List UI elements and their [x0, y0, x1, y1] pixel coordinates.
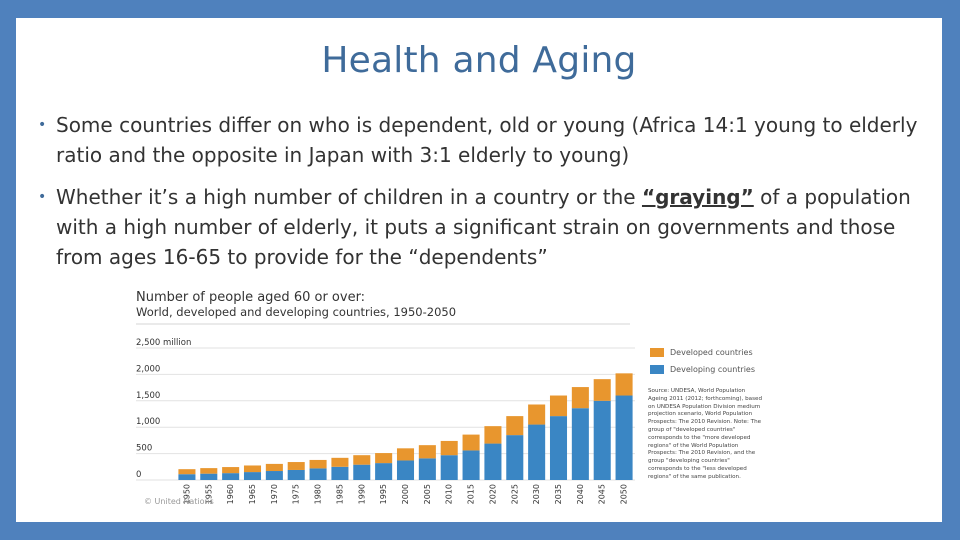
chart-legend-label: Developing countries: [670, 365, 756, 374]
chart-x-tick-label: 1975: [292, 484, 301, 504]
chart-bar-developing: [178, 474, 196, 480]
chart-bar-developed: [396, 448, 415, 461]
chart-x-tick-label: 1950: [182, 484, 191, 504]
chart-bar-developing: [484, 443, 502, 480]
chart-x-tick-label: 2040: [576, 484, 585, 504]
chart-x-tick-label: 2050: [620, 484, 629, 504]
chart-bar-developed: [353, 455, 371, 465]
chart-bar-developed: [418, 445, 436, 459]
chart-legend-item: Developed countries: [650, 348, 753, 357]
chart-y-tick-label: 2,500 million: [136, 338, 191, 348]
bullet-list: • Some countries differ on who is depend…: [30, 110, 930, 284]
chart-x-tick-label: 1995: [379, 484, 388, 504]
chart-subtitle: World, developed and developing countrie…: [136, 305, 456, 319]
chart-x-tick-label: 2000: [401, 484, 410, 504]
chart-bar-developed: [484, 426, 502, 444]
chart-source-note: Source: UNDESA, World Population Ageing …: [648, 388, 762, 480]
chart-bar-developing: [396, 460, 415, 480]
chart-bar-developed: [200, 468, 218, 474]
chart-bar-developed: [571, 387, 589, 409]
chart-legend-swatch: [650, 365, 664, 374]
bullet-emphasis: “graying”: [641, 185, 754, 209]
chart-y-tick-label: 1,000: [136, 417, 160, 427]
chart-x-tick-label: 1960: [226, 484, 235, 504]
chart-bar-developed: [178, 469, 196, 475]
chart-bar-developing: [528, 424, 546, 480]
chart-y-tick-label: 1,500: [136, 391, 160, 401]
chart-y-tick-label: 0: [136, 470, 141, 480]
chart-bar-developing: [243, 472, 262, 480]
chart-x-tick-label: 1980: [314, 484, 323, 504]
chart-bar-developing: [418, 458, 436, 480]
chart-x-tick-label: 1985: [335, 484, 344, 504]
chart-bar-developing: [309, 468, 327, 480]
chart-legend-item: Developing countries: [650, 365, 755, 374]
chart-x-tick-label: 1970: [270, 484, 279, 504]
chart-x-tick-label: 1955: [204, 484, 213, 504]
chart-bar-developed: [243, 465, 262, 473]
chart-bar-developing: [265, 471, 283, 480]
chart-bar-developing: [353, 464, 371, 480]
chart-x-tick-label: 2010: [445, 484, 454, 504]
chart-bar-developing: [287, 469, 305, 480]
chart-bar-developed: [506, 416, 524, 436]
chart-bar-developed: [265, 463, 283, 472]
chart-bar-developed: [462, 434, 480, 451]
bullet-text-after: of a population with a high number of el…: [56, 185, 911, 269]
slide: Health and Aging • Some countries differ…: [16, 18, 942, 522]
chart-bar-developed: [222, 467, 240, 474]
chart-y-tick-label: 500: [136, 444, 152, 454]
chart-figure: Number of people aged 60 or over: World,…: [120, 284, 660, 506]
chart-x-tick-label: 2035: [554, 484, 563, 504]
chart-bar-developed: [549, 395, 568, 417]
bullet-dot-icon: •: [38, 117, 47, 133]
chart-bar-developing: [571, 408, 589, 480]
chart-bar-developing: [375, 463, 393, 480]
chart-title: Number of people aged 60 or over:: [136, 290, 365, 305]
bullet-item: • Whether it’s a high number of children…: [30, 182, 930, 272]
slide-title: Health and Aging: [321, 40, 637, 81]
chart-legend-swatch: [650, 348, 664, 357]
chart-svg: Number of people aged 60 or over: World,…: [136, 290, 635, 506]
chart-x-tick-label: 2020: [488, 484, 497, 504]
chart-bar-developing: [440, 455, 458, 480]
chart-bar-developing: [331, 466, 349, 480]
chart-bar-developed: [287, 462, 305, 470]
chart-bar-developed: [615, 373, 633, 396]
chart-bar-developing: [200, 473, 218, 480]
chart-x-tick-label: 2015: [467, 484, 476, 504]
chart-bar-developing: [615, 395, 633, 480]
chart-bar-developing: [222, 473, 240, 480]
chart-x-tick-label: 2025: [510, 484, 519, 504]
chart-bar-developed: [528, 404, 546, 425]
chart-bar-developed: [593, 379, 611, 401]
chart-bar-developed: [375, 453, 393, 464]
bullet-text-before: Whether it’s a high number of children i…: [56, 185, 642, 209]
bullet-dot-icon: •: [38, 189, 47, 205]
chart-x-tick-label: 2045: [598, 484, 607, 504]
chart-x-tick-label: 2030: [532, 484, 541, 504]
chart-bar-developing: [549, 416, 568, 480]
chart-y-tick-label: 2,000: [136, 364, 160, 374]
chart-credit: © United Nations: [144, 497, 214, 506]
chart-bar-developed: [440, 440, 458, 456]
chart-bar-developing: [462, 450, 480, 480]
chart-bar-developing: [593, 400, 611, 480]
chart-bar-developed: [331, 457, 349, 467]
chart-legend-label: Developed countries: [670, 348, 753, 357]
bullet-item: • Some countries differ on who is depend…: [30, 110, 930, 170]
chart-bar-developed: [309, 459, 327, 469]
chart-x-tick-label: 1965: [248, 484, 257, 504]
bullet-text: Some countries differ on who is dependen…: [56, 113, 918, 167]
chart-x-tick-label: 2005: [423, 484, 432, 504]
chart-x-tick-label: 1990: [357, 484, 366, 504]
chart-bar-developing: [506, 435, 524, 480]
